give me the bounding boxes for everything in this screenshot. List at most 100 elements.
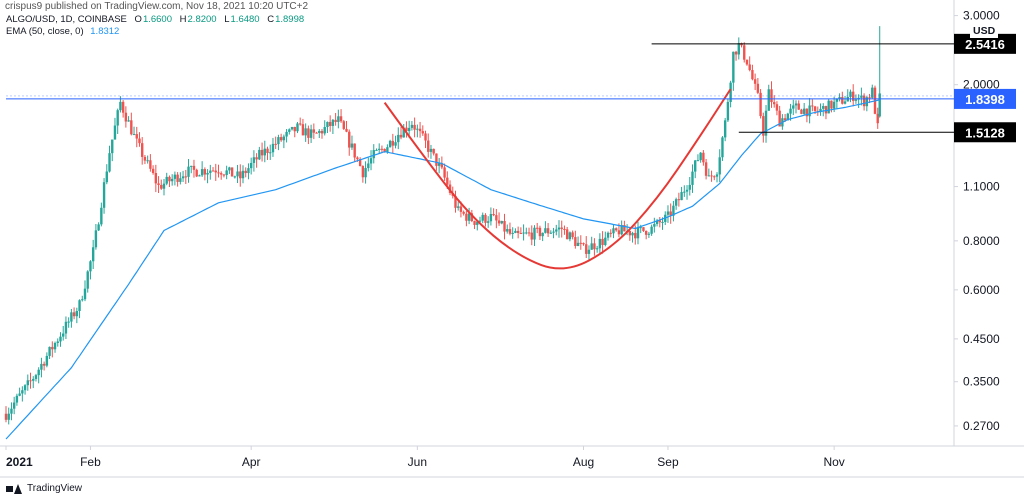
candle-body [762,116,765,136]
symbol-label[interactable]: ALGO/USD, 1D, COINBASE [6,14,127,25]
candle-body [176,174,179,182]
x-tick-label: Jun [408,455,427,469]
candle-body [753,79,757,84]
ema-label[interactable]: EMA (50, close, 0) [6,26,84,37]
candle-body [345,128,348,132]
candle-body [86,271,89,289]
candle-body [399,134,403,138]
candle-body [707,175,711,177]
candle-body [585,244,588,254]
candle-body [296,123,299,132]
candle-body [375,149,378,151]
candle-body [181,176,185,179]
candle-body [694,160,697,172]
candle-body [644,230,648,235]
candle-body [214,170,217,173]
candle-body [342,121,345,129]
candle-body [143,156,147,161]
candle-body [729,82,732,102]
y-tick-label: 2.0000 [963,78,1000,92]
candle-body [813,106,817,111]
low-label: L [224,14,230,25]
candle-body [7,413,10,420]
y-tick-label: 0.8000 [963,234,1000,248]
ema-value: 1.8312 [90,26,120,37]
candle-body [105,171,108,183]
last-price-tag [954,88,1016,109]
candle-body [672,205,675,216]
candle-body [51,346,54,350]
candle-body [334,119,337,123]
candle-body [669,211,672,216]
candle-body [525,232,528,234]
candle-body [470,213,474,222]
candle-body [48,346,51,356]
y-tick-label: 0.3500 [963,375,1000,389]
candle-body [699,152,702,161]
candle-body [465,213,468,221]
candle-body [639,227,642,229]
candle-body [367,163,370,169]
candle-body [266,148,269,154]
candle-body [282,136,286,141]
candle-body [397,134,400,143]
candle-body [565,229,569,240]
last-price-tag-label: 1.8398 [965,92,1005,107]
tradingview-footer[interactable]: TradingView [6,483,82,494]
candle-body [307,128,310,138]
candle-body [157,183,160,185]
candle-body [841,97,844,104]
candle-body [56,341,59,343]
candle-body [173,174,177,179]
candle-body [364,168,367,178]
candle-body [843,101,847,104]
candle-body [516,230,520,234]
candle-body [786,113,790,121]
candle-body [89,261,92,272]
candle-body [533,227,536,240]
x-tick-label: 2021 [6,455,33,469]
candle-body [67,321,70,323]
candle-body [100,207,103,225]
support-tag [954,122,1016,143]
candle-body [195,169,198,177]
candle-body [34,375,38,379]
candle-body [549,232,553,234]
candle-body [789,108,792,114]
currency-button[interactable]: USD [970,24,999,38]
candle-body [339,116,343,122]
candle-body [78,300,81,311]
candle-body [604,237,607,245]
candle-body [135,134,138,139]
candle-body [113,125,117,140]
candle-body [132,134,136,136]
candle-body [320,130,324,134]
candle-body [45,355,49,366]
candle-body [587,249,591,254]
y-tick-label: 0.6000 [963,283,1000,297]
x-tick-label: Apr [242,455,261,469]
candle-body [661,221,664,223]
candle-body [590,243,593,250]
y-tick-label: 3.0000 [963,9,1000,23]
candle-body [331,119,335,126]
candle-body [402,127,405,138]
candle-body [211,170,215,172]
candle-body [94,230,98,248]
candle-body [72,312,76,317]
candle-body [683,191,686,193]
candle-body [732,51,735,83]
candle-body [293,126,296,132]
candle-body [200,169,204,176]
candle-body [326,121,329,128]
candle-body [579,242,582,244]
candle-body [655,220,659,225]
candle-body [871,87,874,98]
candle-body [642,227,645,231]
candle-body [478,220,482,222]
candle-body [748,64,751,71]
candle-body [217,172,220,174]
candle-body [713,176,716,178]
candle-body [606,232,610,238]
